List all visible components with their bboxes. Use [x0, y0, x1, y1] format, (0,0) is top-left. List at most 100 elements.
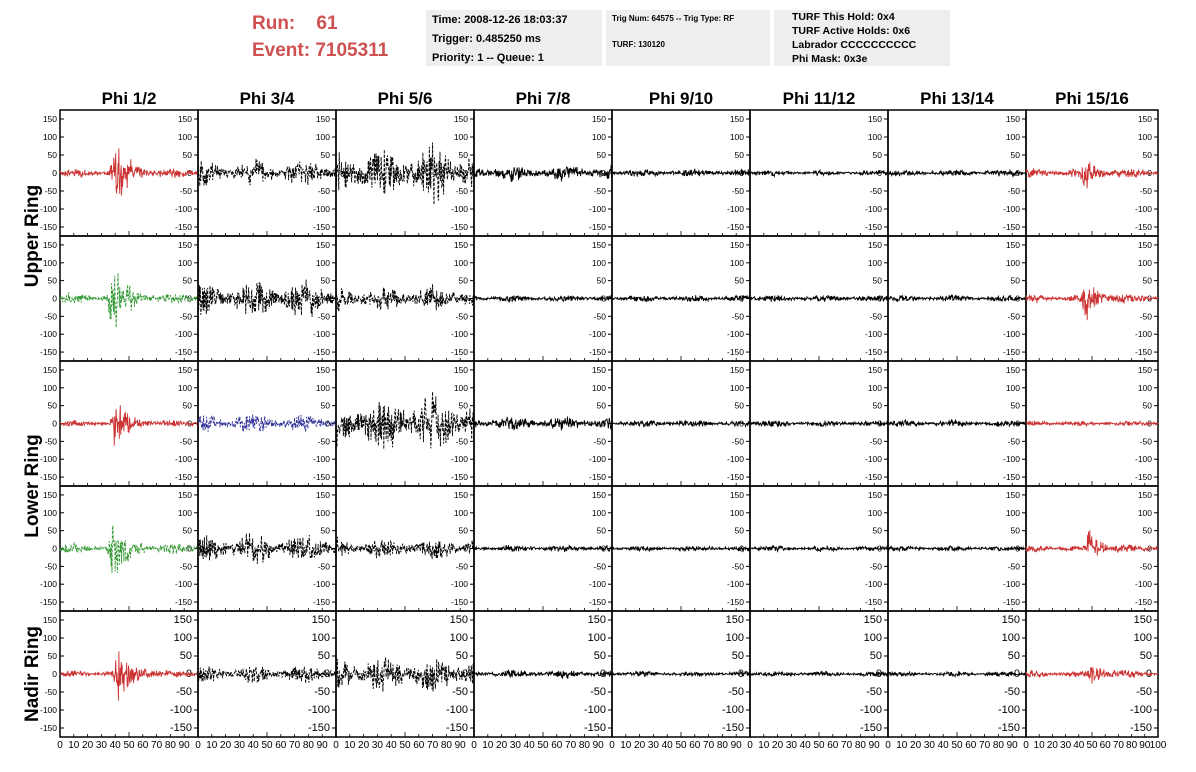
y-tick-label-r5-c6-50: 50	[870, 650, 882, 662]
x-tick-label-c3-5: 50	[399, 740, 411, 751]
y-tick-label-r2-c8--100: -100	[1135, 329, 1152, 339]
y-tick-label-r3-c6-50: 50	[873, 401, 883, 411]
x-tick-label-c7-0: 0	[885, 740, 891, 751]
y-tick-label-r5-c8--100: -100	[1130, 704, 1152, 716]
x-tick-label-c4-1: 10	[482, 740, 494, 751]
x-tick-label-c2-8: 80	[303, 740, 315, 751]
x-tick-label-c2-4: 40	[248, 740, 260, 751]
y-tick-label-r3-c7-150: 150	[1006, 365, 1020, 375]
y-tick-label-r4-c5--50: -50	[732, 561, 745, 571]
y-tick-label-r4-c3--100: -100	[451, 579, 468, 589]
y-tick-label-r3-c6-150: 150	[868, 365, 882, 375]
waveform-r2-c4	[473, 294, 613, 303]
y-tick-label-r5-c1--50: -50	[176, 686, 192, 698]
waveform-r4-c1	[59, 525, 199, 574]
y-tick-label-r3-c3-150: 150	[454, 365, 468, 375]
y-tick-label-r2-c6-50: 50	[873, 276, 883, 286]
run-label: Run:	[252, 13, 296, 34]
column-header-1: Phi 1/2	[102, 89, 157, 108]
x-tick-label-c8-3: 30	[1060, 740, 1072, 751]
x-tick-label-c2-6: 60	[275, 740, 287, 751]
y-tick-label-left-r2-50: 50	[48, 276, 58, 286]
y-tick-label-r3-c5--50: -50	[732, 436, 745, 446]
waveform-r5-c8	[1025, 666, 1159, 684]
run-value: 61	[316, 13, 338, 34]
x-tick-label-c5-2: 20	[634, 740, 646, 751]
x-tick-label-c4-9: 90	[593, 740, 605, 751]
x-tick-label-c4-3: 30	[510, 740, 522, 751]
y-tick-label-r5-c4--50: -50	[590, 686, 606, 698]
run-row: Run: 61	[252, 10, 388, 37]
x-tick-label-c2-0: 0	[195, 740, 201, 751]
y-tick-label-r4-c8--150: -150	[1135, 597, 1152, 607]
x-tick-label-c4-2: 20	[496, 740, 508, 751]
waveform-r4-c8	[1025, 530, 1158, 556]
y-tick-label-left-r1--50: -50	[45, 186, 58, 196]
x-tick-label-c3-0: 0	[333, 740, 339, 751]
y-tick-label-r1-c3--50: -50	[456, 186, 469, 196]
y-tick-label-r2-c4--150: -150	[589, 347, 606, 357]
y-tick-label-r5-c6--50: -50	[866, 686, 882, 698]
y-tick-label-r3-c4-150: 150	[592, 365, 606, 375]
y-tick-label-r5-c3--100: -100	[446, 704, 468, 716]
x-tick-label-c6-5: 50	[813, 740, 825, 751]
y-tick-label-r1-c2-50: 50	[321, 150, 331, 160]
y-tick-label-r1-c4--100: -100	[589, 204, 606, 214]
y-tick-label-r4-c6-150: 150	[868, 490, 882, 500]
y-tick-label-r1-c6-150: 150	[868, 114, 882, 124]
y-tick-label-r2-c3-100: 100	[454, 258, 468, 268]
y-tick-label-r3-c4--150: -150	[589, 472, 606, 482]
time-info-box: Time: 2008-12-26 18:03:37 Trigger: 0.485…	[426, 10, 602, 66]
x-tick-label-c1-7: 70	[151, 740, 163, 751]
y-tick-label-r3-c2--100: -100	[313, 454, 330, 464]
x-tick-label-c4-4: 40	[524, 740, 536, 751]
y-tick-label-r3-c8-100: 100	[1138, 383, 1152, 393]
y-tick-label-r5-c5--50: -50	[728, 686, 744, 698]
y-tick-label-r1-c2-150: 150	[316, 114, 330, 124]
waveform-r3-c3	[335, 391, 475, 450]
y-tick-label-r5-c8--150: -150	[1130, 722, 1152, 734]
y-tick-label-r2-c8-50: 50	[1143, 276, 1153, 286]
y-tick-label-r3-c1-50: 50	[183, 401, 193, 411]
y-tick-label-r4-c1--150: -150	[175, 597, 192, 607]
y-tick-label-r5-c1--100: -100	[170, 704, 192, 716]
x-tick-label-c2-3: 30	[234, 740, 246, 751]
y-tick-label-r3-c7--100: -100	[1003, 454, 1020, 464]
waveform-r3-c4	[473, 416, 613, 431]
y-tick-label-r2-c5-50: 50	[735, 276, 745, 286]
y-tick-label-r1-c4-50: 50	[597, 150, 607, 160]
y-tick-label-r1-c3--150: -150	[451, 222, 468, 232]
x-tick-label-c2-1: 10	[206, 740, 218, 751]
y-tick-label-r2-c3--50: -50	[456, 311, 469, 321]
y-tick-label-r5-c8--50: -50	[1136, 686, 1152, 698]
y-tick-label-r2-c5-150: 150	[730, 240, 744, 250]
x-tick-label-c4-0: 0	[471, 740, 477, 751]
y-tick-label-r4-c4-100: 100	[592, 508, 606, 518]
x-tick-label-c8-2: 20	[1047, 740, 1059, 751]
y-tick-label-r1-c4-100: 100	[592, 132, 606, 142]
x-tick-label-c5-7: 70	[703, 740, 715, 751]
time-text: Time: 2008-12-26 18:03:37	[432, 14, 568, 26]
waveform-r3-c8	[1025, 419, 1159, 428]
panel-frame-r2-c3	[335, 235, 475, 362]
x-tick-label-c8-5: 50	[1086, 740, 1098, 751]
x-tick-label-c6-2: 20	[772, 740, 784, 751]
y-tick-label-r3-c7--150: -150	[1003, 472, 1020, 482]
y-tick-label-r3-c6--50: -50	[870, 436, 883, 446]
waveform-r4-c7	[887, 544, 1027, 553]
x-tick-label-c6-9: 90	[869, 740, 881, 751]
y-tick-label-r2-c5--100: -100	[727, 329, 744, 339]
y-tick-label-r5-c7-150: 150	[1002, 614, 1020, 626]
y-tick-label-r2-c4--50: -50	[594, 311, 607, 321]
y-tick-label-r4-c2-0: 0	[325, 544, 330, 554]
waveform-r4-c2	[197, 533, 337, 564]
y-tick-label-r3-c3-0: 0	[463, 419, 468, 429]
x-tick-label-c5-0: 0	[609, 740, 615, 751]
y-tick-label-r2-c1--150: -150	[175, 347, 192, 357]
waveform-r5-c5	[611, 670, 751, 678]
waveform-r5-c2	[197, 666, 337, 684]
y-tick-label-r3-c6--150: -150	[865, 472, 882, 482]
y-tick-label-r1-c2--50: -50	[318, 186, 331, 196]
x-tick-label-c7-3: 30	[924, 740, 936, 751]
y-tick-label-r2-c1-150: 150	[178, 240, 192, 250]
